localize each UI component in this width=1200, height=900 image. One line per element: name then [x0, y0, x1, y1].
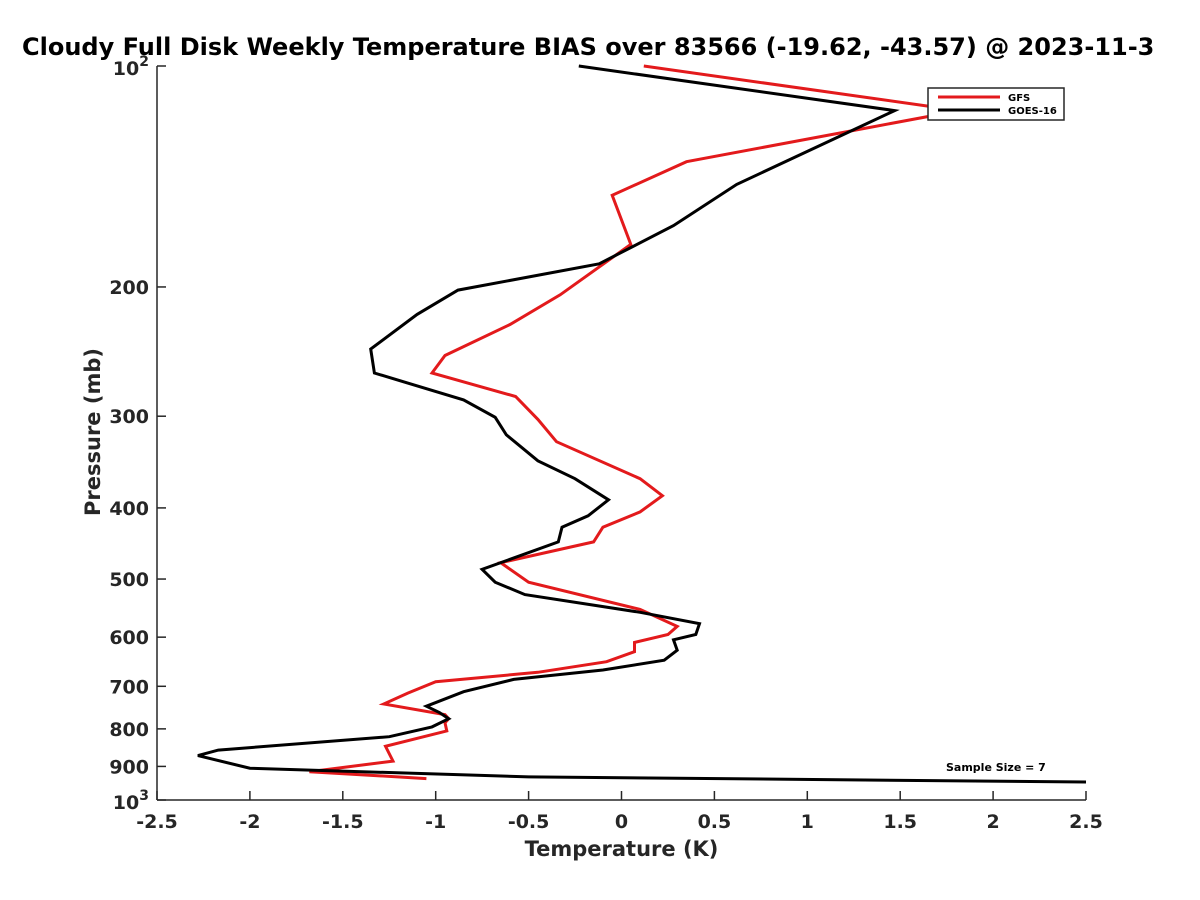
- chart-title: Cloudy Full Disk Weekly Temperature BIAS…: [22, 33, 1154, 61]
- series-lines: [197, 64, 1087, 784]
- x-tick-label: -2: [239, 811, 260, 833]
- axes: [156, 66, 1086, 801]
- legend: GFS GOES-16: [927, 87, 1065, 121]
- x-tick-label: -2.5: [136, 811, 178, 833]
- x-tick-label: -0.5: [508, 811, 550, 833]
- y-tick-label: 900: [109, 756, 149, 778]
- y-tick-label: 400: [109, 498, 149, 520]
- y-tick-label: 600: [109, 627, 149, 649]
- y-tick-label: 800: [109, 719, 149, 741]
- y-tick-label: 200: [109, 277, 149, 299]
- x-ticks: -2.5 -2 -1.5 -1 -0.5 0 0.5 1 1.5 2 2.5: [136, 791, 1103, 833]
- x-tick-label: 1: [801, 811, 814, 833]
- y-tick-label: 103: [113, 788, 149, 814]
- legend-label: GOES-16: [1008, 106, 1057, 117]
- legend-box: [927, 87, 1065, 121]
- sample-size-annotation: Sample Size = 7: [946, 761, 1046, 774]
- x-tick-label: -1.5: [322, 811, 364, 833]
- series-line-gfs: [309, 64, 960, 781]
- series-line-goes-16: [197, 64, 1087, 784]
- x-tick-label: 2.5: [1069, 811, 1103, 833]
- x-tick-label: -1: [425, 811, 446, 833]
- x-axis-label: Temperature (K): [525, 837, 719, 861]
- y-tick-label: 102: [113, 54, 149, 80]
- x-tick-label: 1.5: [883, 811, 917, 833]
- legend-label: GFS: [1008, 93, 1030, 104]
- y-axis-label: Pressure (mb): [81, 348, 105, 516]
- y-ticks: 102 200 300 400 500 600 700 800 900 103: [109, 54, 166, 814]
- y-tick-label: 700: [109, 676, 149, 698]
- y-tick-label: 300: [109, 406, 149, 428]
- x-tick-label: 0.5: [698, 811, 732, 833]
- x-tick-label: 0: [615, 811, 628, 833]
- y-tick-label: 500: [109, 569, 149, 591]
- x-tick-label: 2: [986, 811, 999, 833]
